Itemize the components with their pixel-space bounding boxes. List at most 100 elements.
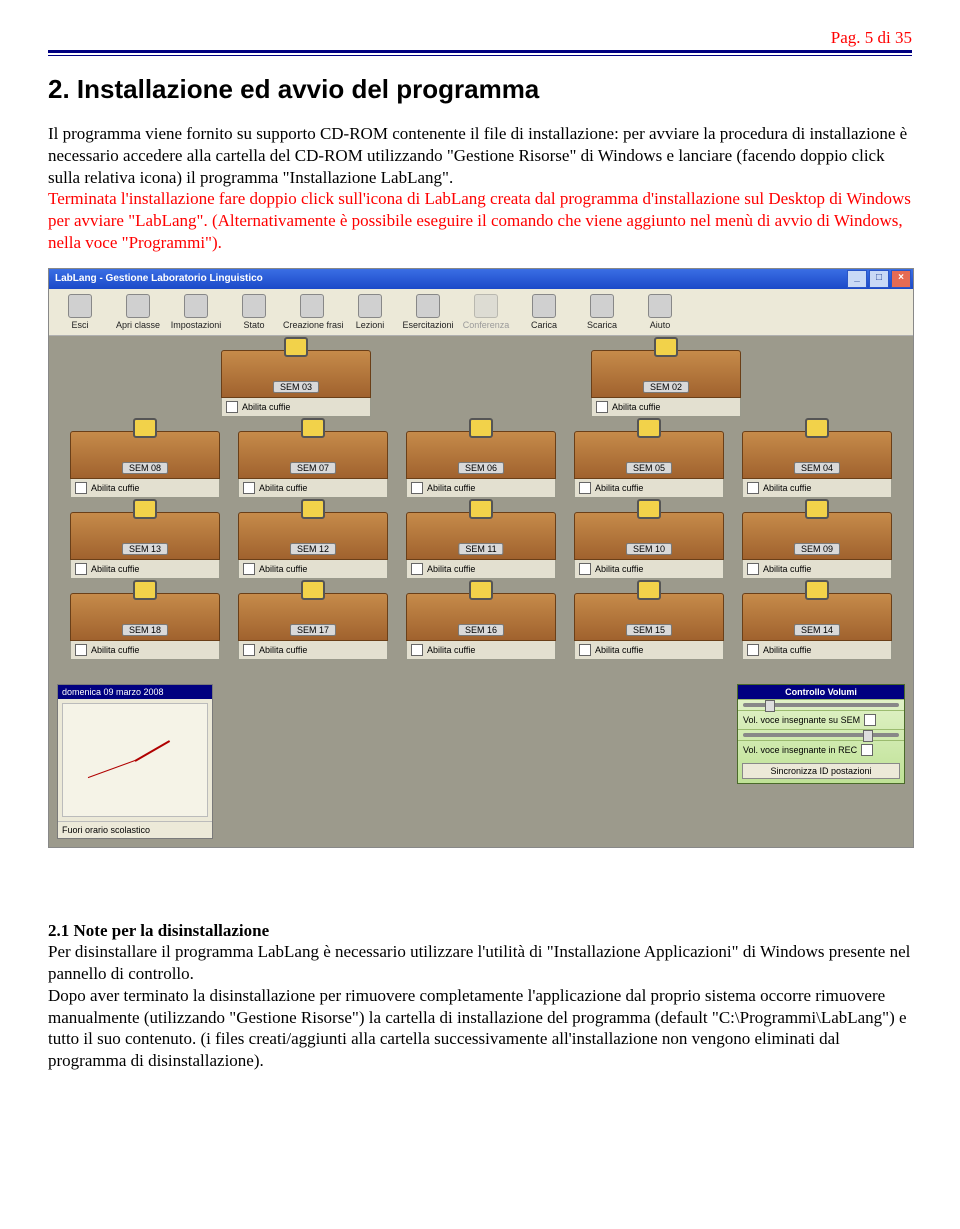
para1-black: Il programma viene fornito su supporto C…: [48, 124, 907, 187]
enable-headphones-checkbox[interactable]: [411, 482, 423, 494]
enable-headphones-checkbox[interactable]: [579, 482, 591, 494]
enable-headphones-checkbox[interactable]: [75, 644, 87, 656]
workstation-tag: SEM 03: [273, 381, 319, 393]
toolbar-scarica[interactable]: Scarica: [573, 292, 631, 332]
seat-icon: [637, 499, 661, 519]
desk-row: SEM 18Abilita cuffieSEM 17Abilita cuffie…: [57, 593, 905, 660]
seat-icon: [469, 499, 493, 519]
enable-headphones-checkbox[interactable]: [596, 401, 608, 413]
enable-headphones-checkbox[interactable]: [579, 644, 591, 656]
toolbar-icon: [184, 294, 208, 318]
desk-controls: Abilita cuffie: [742, 641, 892, 660]
enable-headphones-checkbox[interactable]: [243, 644, 255, 656]
enable-headphones-checkbox[interactable]: [747, 563, 759, 575]
workstation[interactable]: SEM 14Abilita cuffie: [742, 593, 892, 660]
desk-controls: Abilita cuffie: [238, 560, 388, 579]
workstation[interactable]: SEM 18 Abilita cuffie: [70, 593, 220, 660]
close-button[interactable]: ×: [891, 270, 911, 288]
toolbar-icon: [648, 294, 672, 318]
volume-slider-sem[interactable]: [743, 703, 899, 707]
enable-headphones-checkbox[interactable]: [747, 482, 759, 494]
enable-headphones-checkbox[interactable]: [226, 401, 238, 413]
workstation-tag: SEM 15: [626, 624, 672, 636]
desk-surface: SEM 14: [742, 593, 892, 641]
workstation[interactable]: SEM 10Abilita cuffie: [574, 512, 724, 579]
workstation[interactable]: SEM 04Abilita cuffie: [742, 431, 892, 498]
desk-surface: SEM 04: [742, 431, 892, 479]
enable-headphones-checkbox[interactable]: [747, 644, 759, 656]
toolbar-impostazioni[interactable]: Impostazioni: [167, 292, 225, 332]
bottom-bar: domenica 09 marzo 2008 Fuori orario scol…: [49, 684, 913, 847]
workstation[interactable]: SEM 02Abilita cuffie: [591, 350, 741, 417]
workstation[interactable]: SEM 12 Abilita cuffie: [238, 512, 388, 579]
workstation[interactable]: SEM 05Abilita cuffie: [574, 431, 724, 498]
enable-headphones-checkbox[interactable]: [75, 482, 87, 494]
toolbar-esercitazioni[interactable]: Esercitazioni: [399, 292, 457, 332]
sync-stations-button[interactable]: Sincronizza ID postazioni: [742, 763, 900, 779]
toolbar-icon: [590, 294, 614, 318]
maximize-button[interactable]: □: [869, 270, 889, 288]
clock-hand-minute: [88, 760, 135, 778]
workstation[interactable]: SEM 17Abilita cuffie: [238, 593, 388, 660]
seat-icon: [805, 580, 829, 600]
workstation-tag: SEM 12: [290, 543, 336, 555]
desk-controls: Abilita cuffie: [742, 479, 892, 498]
toolbar-lezioni[interactable]: Lezioni: [341, 292, 399, 332]
desk-controls: Abilita cuffie: [406, 641, 556, 660]
header-rule: [48, 50, 912, 56]
toolbar-esci[interactable]: Esci: [51, 292, 109, 332]
desk-surface: SEM 18: [70, 593, 220, 641]
desk-surface: SEM 10: [574, 512, 724, 560]
workstation[interactable]: SEM 13Abilita cuffie: [70, 512, 220, 579]
seat-icon: [469, 418, 493, 438]
enable-headphones-label: Abilita cuffie: [91, 645, 139, 655]
desk-controls: Abilita cuffie: [574, 641, 724, 660]
toolbar-icon: [242, 294, 266, 318]
toolbar-creazione-frasi[interactable]: Creazione frasi: [283, 292, 341, 332]
seat-icon: [133, 580, 157, 600]
toolbar-label: Esercitazioni: [399, 320, 457, 330]
toolbar-stato[interactable]: Stato: [225, 292, 283, 332]
desk-controls: Abilita cuffie: [70, 560, 220, 579]
uninstall-para-1: Per disinstallare il programma LabLang è…: [48, 942, 910, 983]
toolbar-label: Creazione frasi: [283, 320, 341, 330]
workstation[interactable]: SEM 06Abilita cuffie: [406, 431, 556, 498]
toolbar-aiuto[interactable]: Aiuto: [631, 292, 689, 332]
workstation[interactable]: SEM 16Abilita cuffie: [406, 593, 556, 660]
desk-row: SEM 13Abilita cuffie SEM 12 Abilita cuffie…: [57, 512, 905, 579]
desk-controls: Abilita cuffie: [406, 479, 556, 498]
enable-headphones-checkbox[interactable]: [579, 563, 591, 575]
workstation[interactable]: SEM 07Abilita cuffie: [238, 431, 388, 498]
workstation[interactable]: SEM 03Abilita cuffie: [221, 350, 371, 417]
seat-icon: [133, 418, 157, 438]
toolbar-label: Stato: [225, 320, 283, 330]
workstation[interactable]: SEM 15 Abilita cuffie: [574, 593, 724, 660]
minimize-button[interactable]: _: [847, 270, 867, 288]
enable-headphones-label: Abilita cuffie: [763, 564, 811, 574]
enable-headphones-checkbox[interactable]: [243, 563, 255, 575]
enable-headphones-label: Abilita cuffie: [427, 645, 475, 655]
toolbar-label: Apri classe: [109, 320, 167, 330]
intro-paragraph-1: Il programma viene fornito su supporto C…: [48, 123, 912, 254]
toolbar-label: Scarica: [573, 320, 631, 330]
clock-status: Fuori orario scolastico: [58, 821, 212, 838]
volume-checkbox-rec[interactable]: [861, 744, 873, 756]
workstation-tag: SEM 18: [122, 624, 168, 636]
toolbar-apri-classe[interactable]: Apri classe: [109, 292, 167, 332]
volume-checkbox-sem[interactable]: [864, 714, 876, 726]
enable-headphones-checkbox[interactable]: [411, 563, 423, 575]
desk-controls: Abilita cuffie: [238, 479, 388, 498]
toolbar-icon: [474, 294, 498, 318]
volume-slider-rec[interactable]: [743, 733, 899, 737]
workstation[interactable]: SEM 08Abilita cuffie: [70, 431, 220, 498]
uninstall-block: 2.1 Note per la disinstallazione Per dis…: [48, 920, 912, 1072]
toolbar-carica[interactable]: Carica: [515, 292, 573, 332]
workstation[interactable]: SEM 11Abilita cuffie: [406, 512, 556, 579]
desk-controls: Abilita cuffie: [238, 641, 388, 660]
enable-headphones-checkbox[interactable]: [243, 482, 255, 494]
enable-headphones-checkbox[interactable]: [411, 644, 423, 656]
toolbar-label: Aiuto: [631, 320, 689, 330]
enable-headphones-checkbox[interactable]: [75, 563, 87, 575]
workstation[interactable]: SEM 09Abilita cuffie: [742, 512, 892, 579]
seat-icon: [805, 499, 829, 519]
